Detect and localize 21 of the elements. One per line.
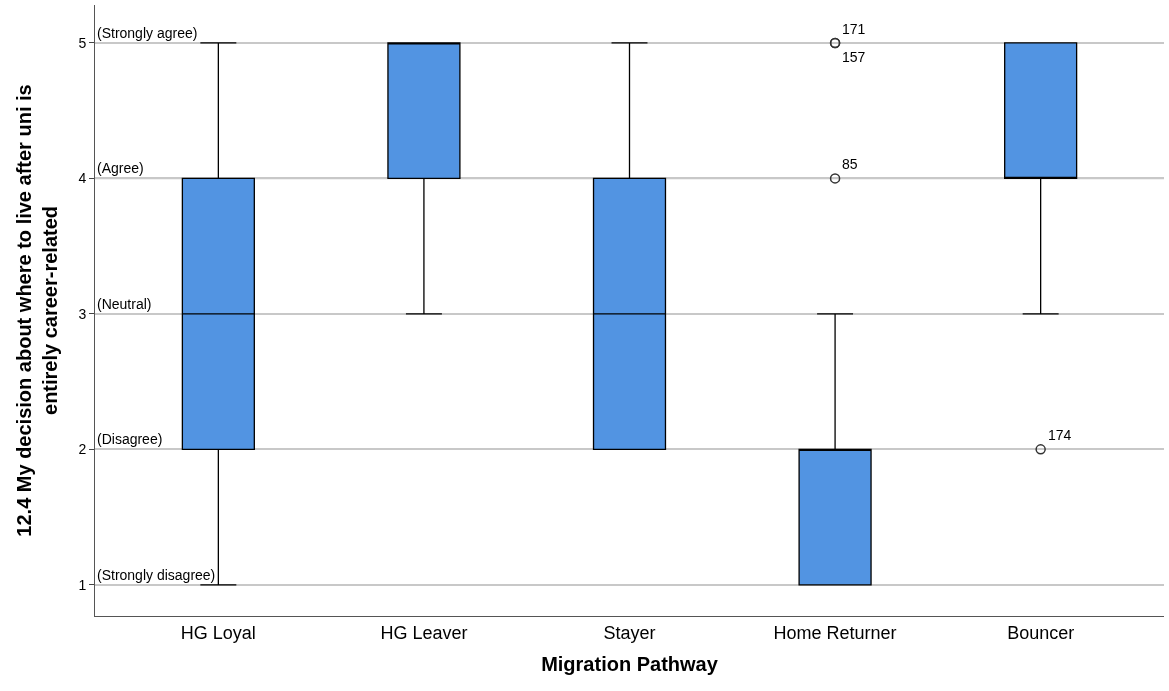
- x-tick-label: Home Returner: [773, 622, 897, 643]
- x-tick-label: Bouncer: [1007, 622, 1075, 643]
- y-tick-label: 2: [78, 441, 87, 458]
- x-tick-label: Stayer: [603, 622, 656, 643]
- ref-line-label: (Strongly disagree): [97, 567, 216, 583]
- y-tick-label: 4: [78, 170, 87, 187]
- y-tick-label: 3: [78, 305, 87, 322]
- y-tick-label: 5: [78, 34, 87, 51]
- ref-line-label: (Agree): [97, 160, 144, 176]
- ref-line-label: (Strongly agree): [97, 25, 198, 41]
- y-axis-title: 12.4 My decision about where to live after uni is entirely career-related: [12, 84, 61, 537]
- annotation: 85: [842, 156, 858, 172]
- annotation: 171: [842, 21, 866, 37]
- annotation: 157: [842, 49, 866, 65]
- x-tick-label: HG Leaver: [380, 622, 468, 643]
- x-axis-title: Migration Pathway: [541, 653, 719, 676]
- ref-line-label: (Disagree): [97, 431, 163, 447]
- y-tick-label: 1: [78, 576, 87, 593]
- ref-line-label: (Neutral): [97, 296, 152, 312]
- annotation: 174: [1048, 427, 1072, 443]
- x-tick-label: HG Loyal: [180, 622, 256, 643]
